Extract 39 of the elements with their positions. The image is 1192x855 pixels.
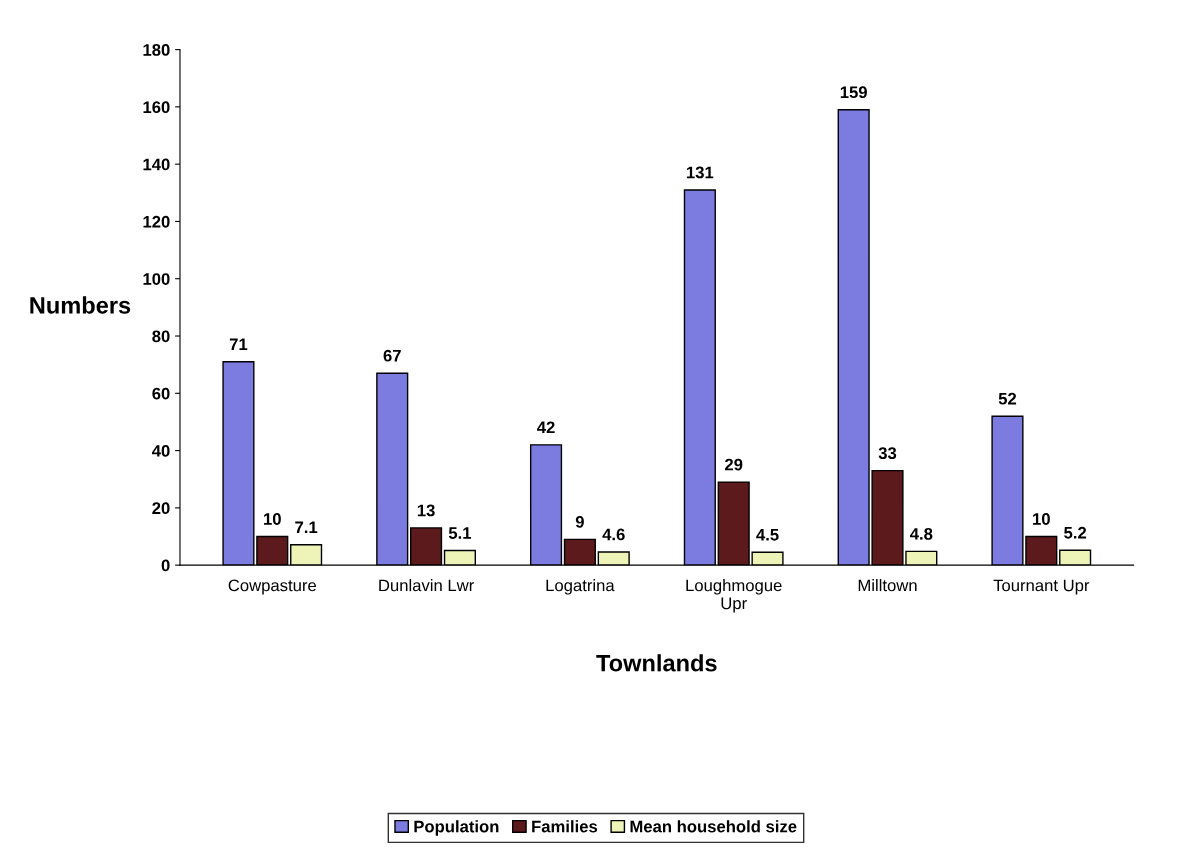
data-label: 10	[264, 513, 281, 525]
y-tick-label: 60	[152, 387, 170, 400]
legend-label: Families	[532, 820, 598, 833]
x-tick-label: Dunlavin Lwr	[379, 579, 474, 592]
x-tick-label: Logatrina	[546, 579, 615, 595]
y-tick-label: 120	[143, 215, 170, 228]
data-label: 7.1	[295, 521, 318, 534]
y-tick-label: 100	[143, 273, 170, 285]
y-tick-label: 20	[152, 502, 170, 515]
x-tick-label: Cowpasture	[228, 579, 316, 595]
y-axis-title: Numbers	[30, 296, 131, 314]
x-tick-label: Milltown	[858, 579, 917, 592]
y-tick-label: 160	[143, 101, 170, 114]
y-tick-label: 180	[143, 43, 170, 56]
y-tick-label: 80	[152, 330, 170, 343]
y-tick-label: 140	[143, 158, 170, 171]
y-tick-label: 40	[151, 444, 170, 457]
x-tick-label: Loughmogue Upr	[686, 579, 782, 613]
x-axis-title: Townlands	[596, 654, 717, 672]
data-label: 10	[1033, 513, 1050, 525]
x-tick-label: Tournant Upr	[993, 579, 1090, 595]
data-label: 4.8	[910, 527, 933, 540]
legend-label: Mean household size	[630, 820, 797, 833]
y-tick-label: 0	[161, 559, 170, 572]
data-label: 5.2	[1064, 526, 1087, 539]
data-label: 4.5	[756, 529, 779, 541]
data-label: 71	[229, 338, 248, 350]
legend-label: Population	[414, 820, 499, 836]
data-label: 67	[383, 349, 401, 362]
data-label: 52	[998, 392, 1017, 405]
data-label: 9	[575, 515, 584, 528]
data-label: 4.6	[602, 528, 625, 541]
data-label: 33	[878, 447, 897, 460]
data-label: 131	[687, 166, 714, 179]
data-label: 29	[725, 458, 743, 471]
data-label: 42	[537, 421, 555, 434]
data-label: 13	[417, 504, 435, 517]
data-label: 159	[840, 86, 867, 99]
data-label: 5.1	[448, 527, 472, 539]
